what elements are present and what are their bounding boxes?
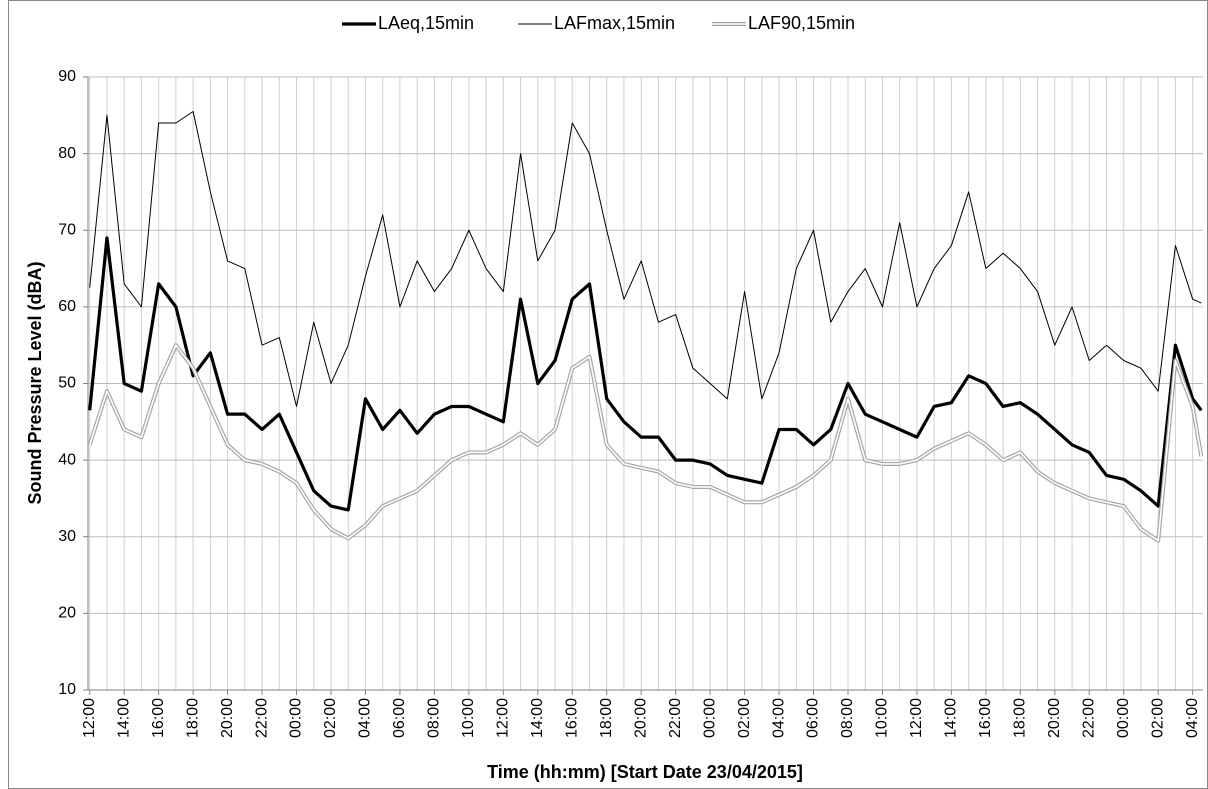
x-tick-label: 14:00 [115,698,132,738]
x-tick-label: 06:00 [391,698,408,738]
y-tick-label: 90 [58,68,76,85]
legend-label: LAF90,15min [748,13,855,33]
x-tick-label: 18:00 [598,698,615,738]
x-tick-label: 02:00 [736,698,753,738]
y-tick-label: 40 [58,451,76,468]
x-tick-label: 00:00 [1115,698,1132,738]
x-tick-label: 18:00 [1012,698,1029,738]
x-tick-label: 16:00 [563,698,580,738]
x-tick-label: 20:00 [1046,698,1063,738]
x-tick-label: 14:00 [943,698,960,738]
x-tick-label: 00:00 [701,698,718,738]
x-tick-label: 06:00 [805,698,822,738]
x-tick-label: 16:00 [150,698,167,738]
x-tick-label: 08:00 [839,698,856,738]
x-tick-label: 20:00 [632,698,649,738]
x-tick-label: 18:00 [184,698,201,738]
x-tick-label: 04:00 [770,698,787,738]
x-tick-label: 22:00 [667,698,684,738]
y-tick-label: 30 [58,528,76,545]
y-axis-title: Sound Pressure Level (dBA) [25,261,45,504]
x-tick-label: 22:00 [253,698,270,738]
x-tick-label: 22:00 [1080,698,1097,738]
x-tick-label: 10:00 [460,698,477,738]
x-tick-label: 12:00 [908,698,925,738]
x-tick-label: 10:00 [874,698,891,738]
legend-label: LAFmax,15min [554,13,675,33]
x-tick-label: 08:00 [426,698,443,738]
x-tick-label: 04:00 [357,698,374,738]
x-tick-label: 12:00 [495,698,512,738]
y-tick-label: 10 [58,681,76,698]
y-tick-label: 60 [58,298,76,315]
y-tick-label: 80 [58,145,76,162]
x-tick-label: 02:00 [322,698,339,738]
x-tick-label: 16:00 [977,698,994,738]
y-tick-label: 50 [58,375,76,392]
x-tick-label: 20:00 [219,698,236,738]
legend-label: LAeq,15min [378,13,474,33]
x-tick-label: 02:00 [1149,698,1166,738]
series-line [89,110,1202,407]
x-tick-label: 12:00 [81,698,98,738]
x-tick-label: 04:00 [1184,698,1201,738]
chart-border [8,0,1208,789]
y-tick-label: 20 [58,605,76,622]
x-tick-label: 14:00 [529,698,546,738]
series-line-inner [88,344,1203,542]
series-line [88,236,1203,512]
x-axis-title: Time (hh:mm) [Start Date 23/04/2015] [487,762,803,782]
y-tick-label: 70 [58,221,76,238]
x-tick-label: 00:00 [288,698,305,738]
